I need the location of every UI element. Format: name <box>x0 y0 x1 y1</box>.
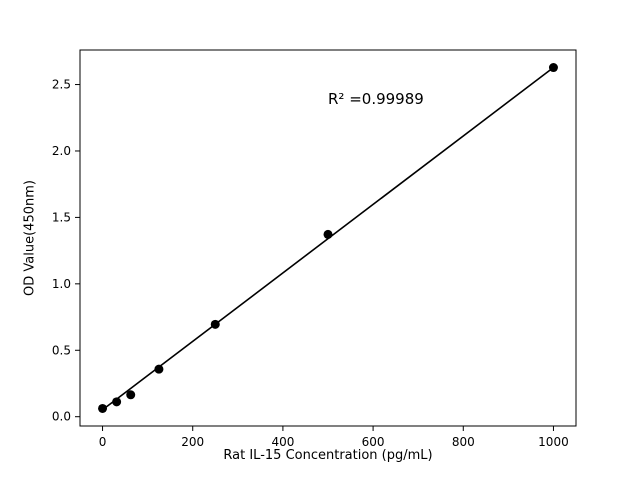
y-tick-label: 0.0 <box>52 410 71 424</box>
y-tick-label: 0.5 <box>52 343 71 357</box>
x-tick-label: 400 <box>271 435 294 449</box>
data-point <box>548 63 558 73</box>
x-tick-label: 0 <box>99 435 107 449</box>
x-tick-label: 200 <box>181 435 204 449</box>
y-tick-label: 1.0 <box>52 277 71 291</box>
x-tick-label: 1000 <box>538 435 569 449</box>
y-tick-label: 2.5 <box>52 78 71 92</box>
plot-border <box>79 49 577 427</box>
x-tick-label: 600 <box>362 435 385 449</box>
data-point <box>323 229 333 239</box>
x-tick-label: 800 <box>452 435 475 449</box>
data-point <box>112 397 122 407</box>
y-axis-label: OD Value(450nm) <box>22 180 38 296</box>
y-tick-label: 1.5 <box>52 210 71 224</box>
data-point <box>126 390 136 400</box>
data-point <box>98 403 108 413</box>
x-axis-label: Rat IL-15 Concentration (pg/mL) <box>223 448 433 463</box>
r-squared-annotation: R² =0.99989 <box>328 90 424 108</box>
data-point <box>154 364 164 374</box>
y-tick-label: 2.0 <box>52 144 71 158</box>
data-point <box>210 319 220 329</box>
